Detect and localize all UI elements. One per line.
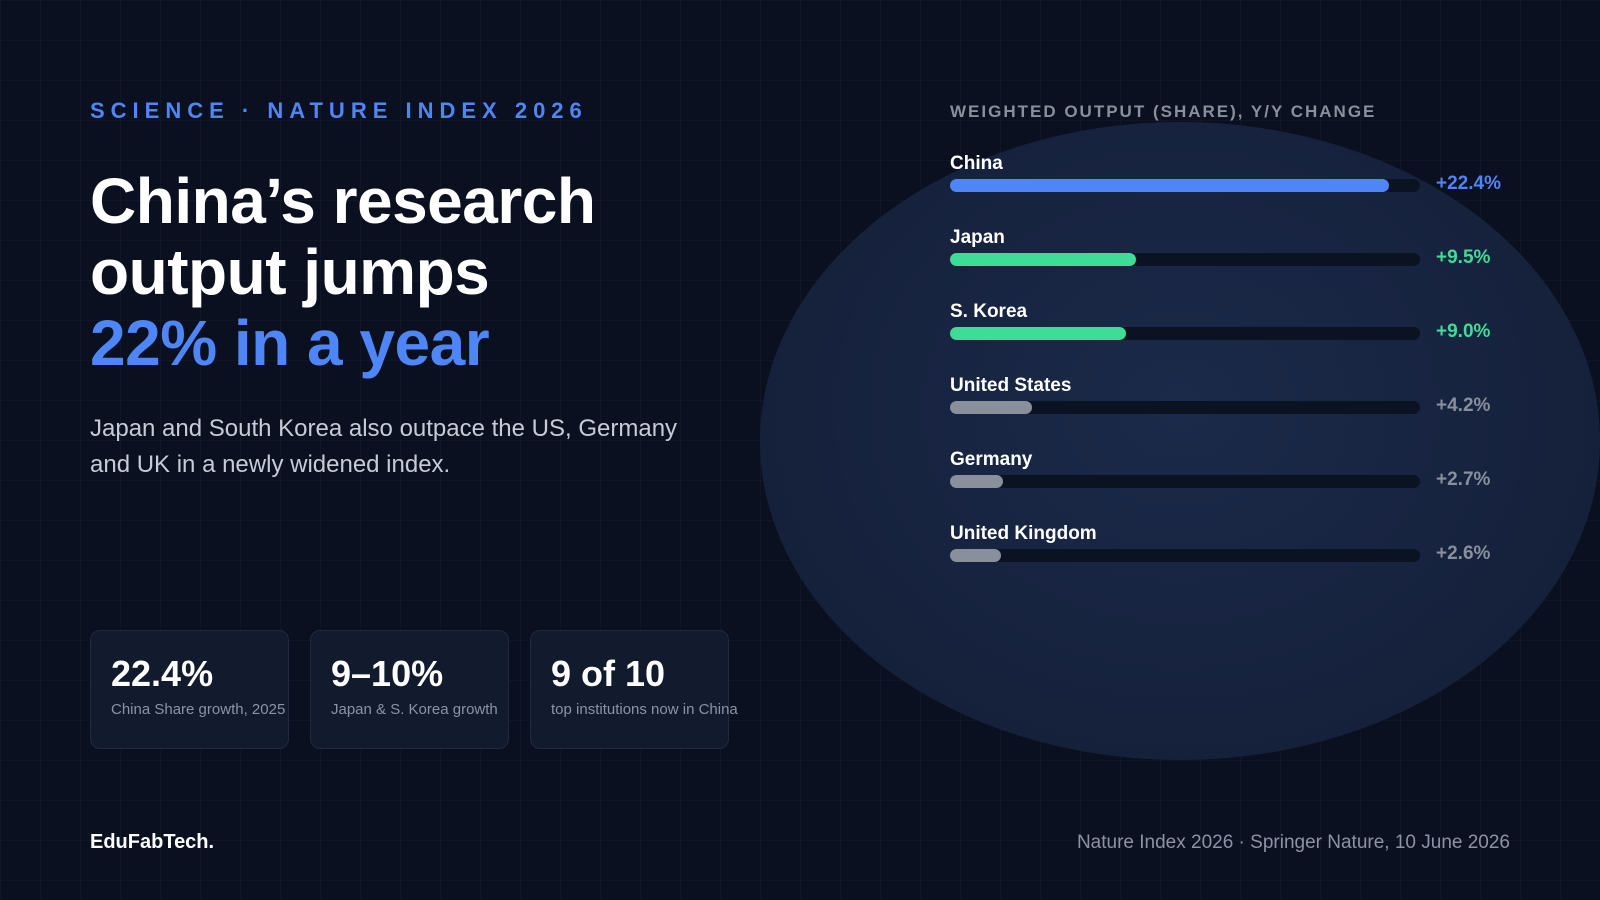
- bar-value-label: +9.5%: [1436, 247, 1491, 268]
- bar-category-label: United Kingdom: [950, 523, 1097, 544]
- brand-logo: EduFabTech.: [90, 831, 215, 853]
- bar-value-label: +2.7%: [1436, 469, 1491, 490]
- bar-row: China +22.4%: [950, 150, 1530, 200]
- headline-line-1: China’s research: [90, 165, 596, 237]
- stat-card-china: 22.4% China Share growth, 2025: [90, 630, 289, 749]
- bar: [950, 327, 1127, 340]
- stat-label: Japan & S. Korea growth: [331, 701, 498, 718]
- stat-value: 9–10%: [331, 653, 444, 694]
- stat-card-japan-korea: 9–10% Japan & S. Korea growth: [310, 630, 509, 749]
- stat-value: 22.4%: [111, 653, 214, 694]
- bar-value-label: +2.6%: [1436, 543, 1491, 564]
- bar: [950, 179, 1389, 192]
- bar-row: S. Korea +9.0%: [950, 298, 1530, 348]
- bar-row: Japan +9.5%: [950, 224, 1530, 274]
- bar-track: [950, 401, 1420, 414]
- bar-category-label: S. Korea: [950, 301, 1028, 322]
- bar-row: Germany +2.7%: [950, 446, 1530, 496]
- bar: [950, 253, 1137, 266]
- bar-track: [950, 549, 1420, 562]
- source-credit: Nature Index 2026 · Springer Nature, 10 …: [1076, 832, 1510, 853]
- stat-value: 9 of 10: [551, 653, 666, 694]
- stat-card-institutions: 9 of 10 top institutions now in China: [530, 630, 738, 749]
- headline: China’s research output jumps 22% in a y…: [90, 166, 750, 379]
- bar-category-label: China: [950, 153, 1003, 174]
- headline-accent: 22% in a year: [90, 307, 490, 379]
- stat-label: top institutions now in China: [551, 701, 738, 718]
- bar-category-label: United States: [950, 375, 1072, 396]
- bar-value-label: +9.0%: [1436, 321, 1491, 342]
- bar-row: United Kingdom +2.6%: [950, 520, 1530, 570]
- bar-track: [950, 253, 1420, 266]
- headline-line-2: output jumps: [90, 236, 490, 308]
- bar: [950, 401, 1033, 414]
- bar-track: [950, 179, 1420, 192]
- bar-row: United States +4.2%: [950, 372, 1530, 422]
- subtitle: Japan and South Korea also outpace the U…: [90, 415, 678, 478]
- kicker: SCIENCE · NATURE INDEX 2026: [90, 98, 588, 123]
- bar-value-label: +4.2%: [1436, 395, 1491, 416]
- bar-value-label: +22.4%: [1436, 173, 1501, 194]
- bar-track: [950, 475, 1420, 488]
- bar-track: [950, 327, 1420, 340]
- stat-label: China Share growth, 2025: [111, 701, 286, 718]
- bar: [950, 549, 1001, 562]
- bar: [950, 475, 1003, 488]
- bar-category-label: Germany: [950, 449, 1033, 470]
- bar-category-label: Japan: [950, 227, 1005, 248]
- bar-chart: China +22.4% Japan +9.5% S. Korea +9.0% United…: [950, 150, 1530, 580]
- chart-title: WEIGHTED OUTPUT (SHARE), Y/Y CHANGE: [950, 102, 1377, 121]
- background-ellipse: [760, 122, 1600, 760]
